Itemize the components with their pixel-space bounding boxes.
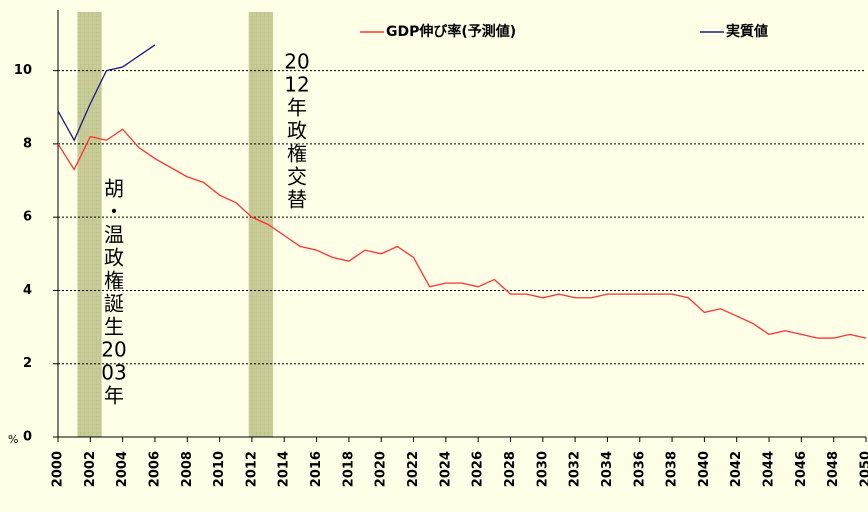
- x-tick-label: 2038: [665, 451, 680, 487]
- x-tick-label: 2044: [762, 451, 777, 487]
- annotation: 政: [104, 246, 124, 270]
- x-tick-label: 2014: [277, 451, 292, 487]
- x-tick-label: 2018: [341, 451, 356, 487]
- x-tick-label: 2020: [374, 451, 389, 487]
- annotation: 政: [287, 119, 307, 143]
- x-tick-label: 2042: [729, 451, 744, 487]
- x-tick-label: 2012: [244, 451, 259, 487]
- x-tick-label: 2016: [309, 451, 324, 487]
- annotation: 交: [287, 165, 307, 189]
- shaded-period: [77, 12, 102, 437]
- annotation: 生: [104, 315, 124, 339]
- y-tick-label: 2: [23, 356, 32, 371]
- x-tick-label: 2040: [697, 451, 712, 487]
- x-tick-label: 2048: [826, 451, 841, 487]
- x-tick-label: 2028: [503, 451, 518, 487]
- annotation: 12: [284, 73, 309, 97]
- x-tick-label: 2050: [859, 451, 868, 487]
- y-tick-label: 8: [23, 136, 32, 151]
- y-tick-label: 4: [23, 283, 32, 298]
- annotation: 20: [284, 50, 309, 74]
- x-tick-label: 2006: [147, 451, 162, 487]
- x-tick-label: 2000: [51, 451, 66, 487]
- annotation: 権: [287, 142, 307, 166]
- x-tick-label: 2024: [438, 451, 453, 487]
- x-tick-label: 2002: [83, 451, 98, 487]
- annotation: 権: [104, 269, 124, 293]
- x-tick-label: 2034: [600, 451, 615, 487]
- annotation: 年: [287, 96, 307, 120]
- x-tick-label: 2008: [180, 451, 195, 487]
- annotation: ・: [104, 200, 124, 224]
- series-line: [57, 44, 156, 142]
- x-tick-label: 2010: [212, 451, 227, 487]
- annotation: 年: [104, 384, 124, 408]
- annotation: 胡: [104, 177, 124, 201]
- y-axis-label: %: [8, 433, 18, 446]
- annotation: 20: [101, 338, 126, 362]
- y-tick-label: 0: [23, 430, 32, 445]
- x-tick-label: 2046: [794, 451, 809, 487]
- legend-label: GDP伸び率(予測値): [386, 23, 516, 40]
- x-tick-label: 2030: [535, 451, 550, 487]
- y-tick-label: 6: [23, 210, 32, 225]
- y-tick-label: 10: [14, 63, 32, 78]
- annotation: 温: [104, 223, 124, 247]
- annotation: 誕: [104, 292, 124, 316]
- legend-label: 実質値: [726, 23, 768, 40]
- annotation: 替: [287, 188, 307, 212]
- shaded-period: [248, 12, 273, 437]
- series-line: [57, 128, 867, 339]
- x-tick-label: 2026: [471, 451, 486, 487]
- x-tick-label: 2004: [115, 451, 130, 487]
- annotation: 03: [101, 361, 126, 385]
- x-tick-label: 2022: [406, 451, 421, 487]
- x-tick-label: 2032: [568, 451, 583, 487]
- x-tick-label: 2036: [632, 451, 647, 487]
